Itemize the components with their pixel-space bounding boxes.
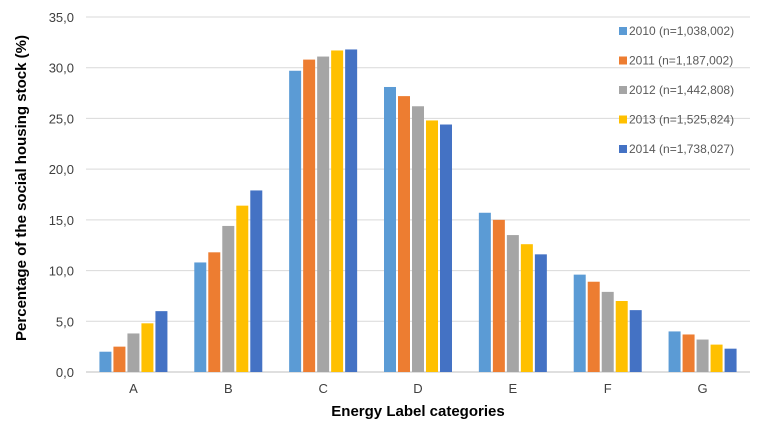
bar-E-series-2 xyxy=(492,219,505,372)
bar-B-series-5 xyxy=(250,190,263,372)
legend: 2010 (n=1,038,002) 2011 (n=1,187,002) 2012… xyxy=(619,24,734,156)
y-tick-label: 25,0 xyxy=(49,111,74,126)
x-tick-label: B xyxy=(224,381,233,396)
bar-E-series-1 xyxy=(478,212,491,372)
x-tick-label: C xyxy=(318,381,327,396)
y-tick-label: 30,0 xyxy=(49,61,74,76)
bar-C-series-2 xyxy=(303,59,316,372)
bar-E-series-4 xyxy=(520,244,533,372)
y-tick-label: 10,0 xyxy=(49,264,74,279)
bar-C-series-4 xyxy=(331,50,344,372)
x-axis-title: Energy Label categories xyxy=(331,403,504,420)
bar-E-series-3 xyxy=(506,235,519,372)
bar-C-series-1 xyxy=(289,70,302,372)
x-tick-label: A xyxy=(129,381,138,396)
bar-G-series-4 xyxy=(710,344,723,372)
bar-D-series-3 xyxy=(412,106,424,372)
bar-F-series-2 xyxy=(587,281,600,372)
x-tick-label: G xyxy=(698,381,708,396)
x-tick-label: F xyxy=(604,381,612,396)
legend-swatch xyxy=(619,145,627,153)
legend-label: 2013 (n=1,525,824) xyxy=(629,113,734,127)
bar-F-series-1 xyxy=(573,274,586,372)
bars xyxy=(99,49,737,373)
bar-E-series-5 xyxy=(534,254,547,372)
legend-label: 2014 (n=1,738,027) xyxy=(629,142,734,156)
legend-swatch xyxy=(619,86,627,94)
bar-A-series-5 xyxy=(155,311,168,372)
y-tick-label: 0,0 xyxy=(56,365,74,380)
legend-swatch xyxy=(619,115,627,124)
y-axis-tick-labels: 0,0 5,0 10,0 15,0 20,0 25,0 30,0 35,0 xyxy=(49,10,74,380)
legend-swatch xyxy=(619,27,627,35)
bar-C-series-5 xyxy=(345,49,358,372)
bar-B-series-2 xyxy=(208,252,221,372)
legend-label: 2011 (n=1,187,002) xyxy=(629,54,733,68)
bar-A-series-2 xyxy=(113,346,126,372)
y-axis-title: Percentage of the social housing stock (… xyxy=(13,35,30,341)
bar-A-series-1 xyxy=(99,351,112,372)
y-tick-label: 5,0 xyxy=(56,314,74,329)
x-axis-tick-labels: A B C D E F G xyxy=(129,381,708,396)
y-tick-label: 15,0 xyxy=(49,213,74,228)
y-tick-label: 20,0 xyxy=(49,162,74,177)
bar-C-series-3 xyxy=(317,56,330,373)
bar-G-series-5 xyxy=(724,348,737,372)
legend-label: 2012 (n=1,442,808) xyxy=(629,83,734,97)
bar-G-series-2 xyxy=(682,334,695,372)
bar-B-series-4 xyxy=(236,205,249,372)
bar-D-series-5 xyxy=(440,124,452,372)
x-tick-label: E xyxy=(509,381,518,396)
bar-D-series-2 xyxy=(398,96,410,372)
bar-F-series-5 xyxy=(629,310,642,372)
legend-swatch xyxy=(619,56,627,65)
bar-G-series-3 xyxy=(696,339,709,372)
bar-B-series-1 xyxy=(194,262,207,372)
bar-G-series-1 xyxy=(668,331,681,372)
bar-D-series-1 xyxy=(384,86,396,372)
bar-D-series-4 xyxy=(426,120,438,372)
bar-F-series-3 xyxy=(601,291,614,372)
x-tick-label: D xyxy=(413,381,422,396)
bar-A-series-4 xyxy=(141,323,154,372)
legend-label: 2010 (n=1,038,002) xyxy=(629,24,734,38)
bar-B-series-3 xyxy=(222,225,235,372)
bar-F-series-4 xyxy=(615,301,628,372)
bar-A-series-3 xyxy=(127,333,140,372)
y-tick-label: 35,0 xyxy=(49,10,74,25)
